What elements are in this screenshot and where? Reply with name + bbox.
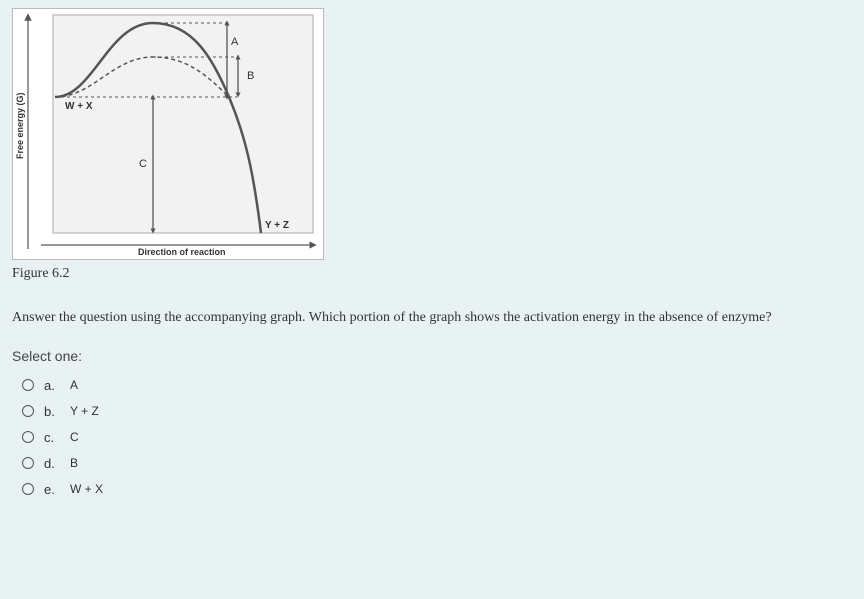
radio-button[interactable] <box>22 405 34 417</box>
svg-text:Direction of reaction: Direction of reaction <box>138 247 226 257</box>
energy-diagram-svg: A B C W + X Y + Z Free energy (G) Direction of… <box>13 9 323 259</box>
option-letter: d. <box>44 456 64 471</box>
radio-button[interactable] <box>22 457 34 469</box>
option-letter: a. <box>44 378 64 393</box>
svg-text:B: B <box>247 70 254 82</box>
option-letter: c. <box>44 430 64 445</box>
radio-button[interactable] <box>22 379 34 391</box>
select-one-label: Select one: <box>12 348 852 364</box>
figure-caption: Figure 6.2 <box>12 266 852 282</box>
option-row-e[interactable]: e.W + X <box>12 476 852 502</box>
option-text: B <box>64 456 78 470</box>
radio-button[interactable] <box>22 483 34 495</box>
question-text: Answer the question using the accompanyi… <box>12 310 852 326</box>
option-row-b[interactable]: b.Y + Z <box>12 398 852 424</box>
option-letter: e. <box>44 482 64 497</box>
energy-diagram-figure: A B C W + X Y + Z Free energy (G) Direction of… <box>12 8 324 260</box>
svg-text:Y + Z: Y + Z <box>265 220 289 231</box>
option-row-d[interactable]: d.B <box>12 450 852 476</box>
option-text: Y + Z <box>64 404 99 418</box>
svg-text:A: A <box>231 36 239 48</box>
option-text: W + X <box>64 482 103 496</box>
option-text: C <box>64 430 79 444</box>
option-text: A <box>64 378 78 392</box>
option-letter: b. <box>44 404 64 419</box>
svg-text:W + X: W + X <box>65 101 93 112</box>
option-row-a[interactable]: a.A <box>12 372 852 398</box>
options-list: a.Ab.Y + Zc.Cd.Be.W + X <box>12 372 852 502</box>
option-row-c[interactable]: c.C <box>12 424 852 450</box>
radio-button[interactable] <box>22 431 34 443</box>
svg-text:Free energy (G): Free energy (G) <box>15 92 25 159</box>
svg-text:C: C <box>139 158 147 170</box>
